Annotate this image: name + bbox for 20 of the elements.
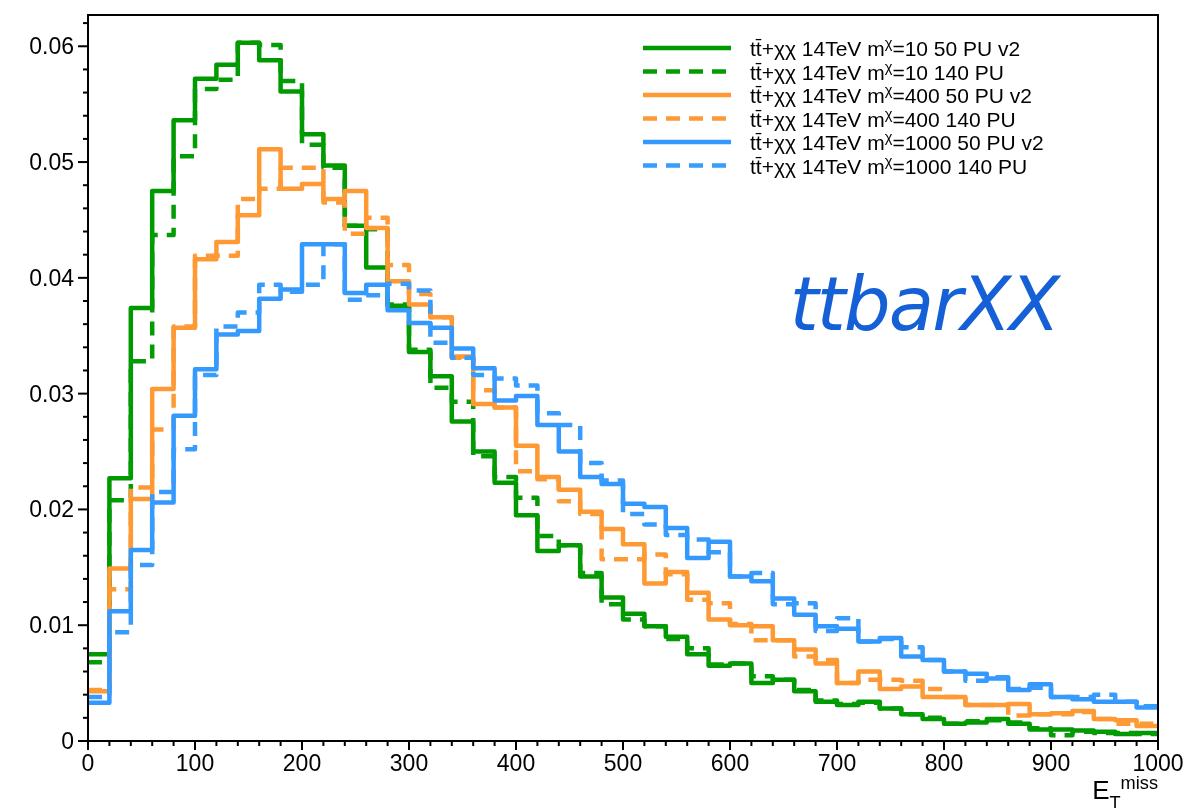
x-tick-label: 900: [1031, 750, 1071, 776]
x-tick-label: 300: [389, 750, 429, 776]
y-tick-label: 0.02: [29, 496, 74, 523]
x-tick-label: 500: [603, 750, 643, 776]
annotation: ttbarXX: [789, 261, 1063, 347]
x-tick-label: 1000: [1132, 750, 1184, 776]
y-tick-label: 0.04: [29, 264, 75, 291]
y-tick-label: 0: [61, 728, 74, 754]
y-tick-label: 0.03: [29, 380, 74, 407]
y-tick-label: 0.01: [29, 612, 74, 639]
y-tick-label: 0.05: [29, 149, 74, 176]
y-tick-label: 0.06: [29, 33, 74, 60]
x-tick-label: 200: [282, 750, 322, 776]
x-tick-label: 100: [175, 750, 215, 776]
x-tick-label: 600: [710, 750, 750, 776]
x-tick-label: 800: [924, 750, 964, 776]
legend-label: tt̄+χχ 14TeV m$^{χ}$=10 50 PU v2: [750, 35, 1021, 60]
x-tick-label: 0: [81, 750, 95, 776]
x-tick-label: 700: [817, 750, 857, 776]
x-tick-label: 400: [496, 750, 536, 776]
